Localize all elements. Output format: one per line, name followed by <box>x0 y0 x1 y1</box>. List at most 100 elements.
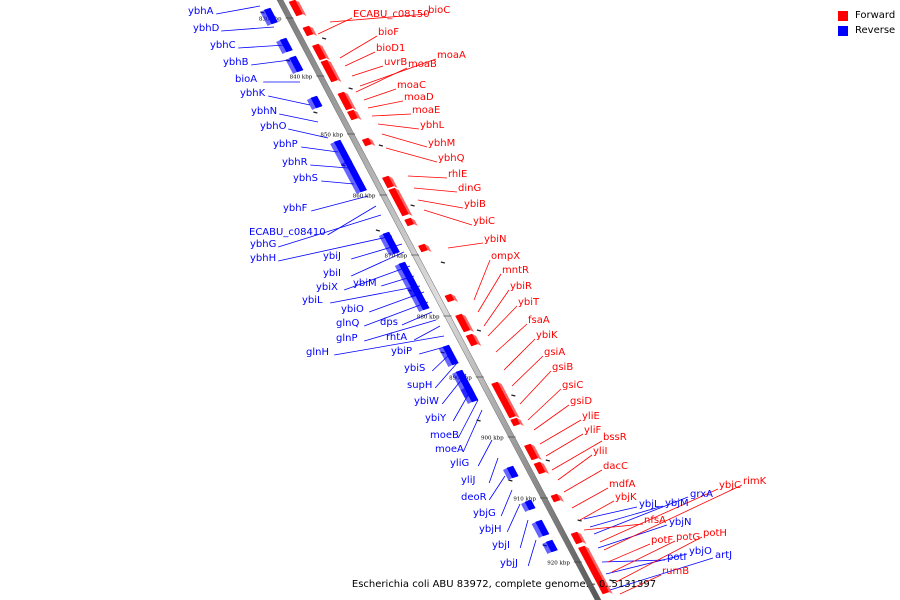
gene-connector <box>599 488 719 543</box>
gene-connector <box>583 523 644 531</box>
gene-label-reverse: ybiI <box>323 268 341 279</box>
gene-label-forward: ECABU_c08150 <box>353 9 430 20</box>
gene-feature-shade <box>285 58 298 74</box>
gene-label-forward: ybiC <box>473 216 495 227</box>
gene-connector <box>279 113 319 123</box>
gene-feature-shade <box>394 188 413 216</box>
gene-feature-shade <box>388 176 398 188</box>
gene-label-reverse: grxA <box>690 489 713 500</box>
gene-label-reverse: moeA <box>435 444 464 455</box>
gene-label-forward: ybjK <box>615 492 637 503</box>
forward-swatch <box>838 10 848 21</box>
gene-connector <box>519 370 552 405</box>
gene-label-reverse: yliJ <box>461 475 475 486</box>
gene-label-forward: bioC <box>428 5 450 16</box>
gene-label-reverse: ybjJ <box>500 558 518 569</box>
gene-label-reverse: ECABU_c08410 <box>249 227 326 238</box>
gene-feature-shade <box>438 347 453 367</box>
gene-connector <box>330 285 421 304</box>
gene-label-forward: gsiD <box>570 396 592 407</box>
gene-labels: ybhA ybhD ybhC ybhB bioA ybhK ybhN ybhO ybhP ybhR… <box>188 5 767 577</box>
gene-label-reverse: bioA <box>235 74 257 85</box>
gene-label-reverse: ybiX <box>316 282 338 293</box>
gene-label-forward: ybhM <box>428 138 455 149</box>
gene-label-reverse: ybhN <box>251 106 277 117</box>
minor-feature <box>511 394 516 397</box>
gene-connector <box>301 146 339 153</box>
gene-connector <box>527 539 537 567</box>
gene-label-forward: bioD1 <box>376 43 405 54</box>
gene-label-forward: potG <box>676 532 700 543</box>
gene-label-reverse: yliG <box>450 458 469 469</box>
gene-connector <box>488 475 506 501</box>
gene-connector <box>527 388 562 421</box>
gene-label-forward: ybhQ <box>438 153 465 164</box>
gene-connector <box>593 496 689 535</box>
gene-connector <box>401 311 433 326</box>
gene-feature-shade <box>318 44 330 60</box>
gene-label-reverse: ybhH <box>250 253 276 264</box>
minor-feature <box>609 579 614 582</box>
gene-connector <box>511 355 544 387</box>
gene-label-forward: ompX <box>491 251 520 262</box>
gene-connector-lines <box>216 5 743 595</box>
gene-feature-shade <box>368 138 376 146</box>
tick-label: 900 kbp <box>481 436 504 442</box>
legend-reverse-label: Reverse <box>855 25 896 36</box>
gene-label-reverse: ybiO <box>341 304 364 315</box>
gene-connector <box>268 95 311 106</box>
gene-connector <box>477 439 493 467</box>
gene-label-reverse: ybiP <box>391 346 412 357</box>
gene-label-reverse: artJ <box>715 550 732 561</box>
gene-connector <box>447 242 484 249</box>
gene-connector <box>539 419 582 445</box>
minor-feature <box>313 111 318 114</box>
gene-connector <box>457 399 479 439</box>
gene-label-forward: nfsA <box>644 515 666 526</box>
gene-label-forward: dacC <box>603 461 628 472</box>
gene-feature-shade <box>521 502 530 512</box>
gene-feature-shade <box>353 110 362 120</box>
gene-feature-shade <box>424 244 432 252</box>
gene-label-forward: potH <box>703 528 727 539</box>
gene-connector <box>327 205 377 236</box>
gene-connector <box>500 489 513 517</box>
gene-label-reverse: ybhS <box>293 173 318 184</box>
gene-label-reverse: ybjH <box>479 524 502 535</box>
gene-connector <box>619 574 662 595</box>
gene-label-reverse: ybjL <box>639 499 660 510</box>
gene-connector <box>329 13 428 23</box>
gene-label-reverse: ybiJ <box>323 251 341 262</box>
gene-connector <box>414 325 441 341</box>
minor-feature <box>476 419 481 422</box>
gene-label-forward: yliI <box>593 446 607 457</box>
gene-label-forward: rhlE <box>448 169 467 180</box>
gene-feature-shade <box>330 142 346 166</box>
gene-label-forward: moaC <box>397 80 426 91</box>
gene-feature-shade <box>460 388 472 404</box>
gene-connector <box>503 338 536 371</box>
minor-feature <box>378 144 384 147</box>
gene-connector <box>611 540 676 573</box>
gene-connector <box>506 503 521 533</box>
gene-label-reverse: glnP <box>336 333 358 344</box>
gene-label-forward: ybiR <box>510 281 532 292</box>
gene-feature-shade <box>343 92 357 110</box>
gene-feature-shade <box>407 288 424 312</box>
gene-connector <box>385 147 438 163</box>
gene-feature-shade <box>308 26 318 36</box>
gene-connector <box>434 361 459 389</box>
gene-label-reverse: rhtA <box>386 332 407 343</box>
gene-label-forward: ybiB <box>464 199 486 210</box>
gene-feature-shade <box>306 98 317 110</box>
gene-connector <box>583 506 638 520</box>
gene-label-forward: fsaA <box>528 315 550 326</box>
gene-connector <box>571 487 609 509</box>
gene-connector <box>609 557 714 591</box>
gene-label-reverse: ybjM <box>665 498 689 509</box>
gene-label-reverse: ybhK <box>240 88 266 99</box>
gene-connector <box>473 259 491 301</box>
tick-label: 850 kbp <box>320 133 343 139</box>
gene-connector <box>417 199 464 209</box>
